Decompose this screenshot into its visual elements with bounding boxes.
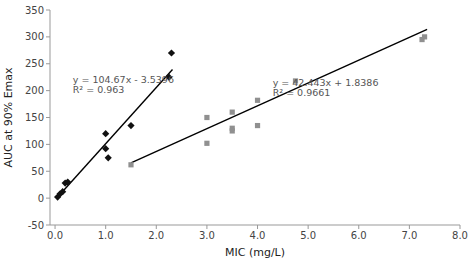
square-point (204, 115, 209, 120)
x-tick-label: 3.0 (199, 230, 215, 241)
y-tick (46, 144, 50, 145)
y-tick-label: 100 (25, 139, 44, 150)
y-tick (46, 117, 50, 118)
y-axis-label: AUC at 90% Emax (2, 67, 15, 168)
square-point (204, 141, 209, 146)
x-tick (308, 225, 309, 229)
x-axis-label: MIC (mg/L) (225, 246, 285, 259)
square-point (230, 110, 235, 115)
y-tick (46, 225, 50, 226)
y-tick (46, 10, 50, 11)
regression-line (131, 29, 427, 162)
x-tick-label: 6.0 (351, 230, 367, 241)
square-point (255, 98, 260, 103)
y-tick (46, 63, 50, 64)
x-tick (460, 225, 461, 229)
diamond-point (59, 188, 66, 195)
diamond-point (64, 178, 71, 185)
x-tick (55, 225, 56, 229)
x-tick-label: 1.0 (98, 230, 114, 241)
y-tick-label: 350 (25, 5, 44, 16)
x-tick (156, 225, 157, 229)
x-tick (358, 225, 359, 229)
x-axis-line (50, 225, 460, 226)
x-tick (257, 225, 258, 229)
y-tick (46, 36, 50, 37)
y-tick-label: -50 (28, 220, 44, 231)
axes: 0.0 1.0 2.0 3.0 4.0 5.0 6.0 7.0 8.0 -50 0 50 100 150 2… (25, 5, 468, 242)
diamond-point (102, 145, 109, 152)
annotations: y = 104.67x - 3.5396R² = 0.963y = 42.443… (73, 74, 379, 97)
x-tick-label: 2.0 (148, 230, 164, 241)
diamond-point (168, 49, 175, 56)
chart: 0.0 1.0 2.0 3.0 4.0 5.0 6.0 7.0 8.0 -50 0 50 100 150 2… (0, 0, 474, 261)
y-tick-label: 200 (25, 85, 44, 96)
square-point (422, 34, 427, 39)
y-tick-label: 50 (31, 166, 44, 177)
y-tick-label: 150 (25, 112, 44, 123)
diamond-point (102, 130, 109, 137)
x-tick-label: 7.0 (401, 230, 417, 241)
x-tick-label: 4.0 (250, 230, 266, 241)
y-tick (46, 198, 50, 199)
diamond-point (105, 154, 112, 161)
x-tick (206, 225, 207, 229)
x-tick (409, 225, 410, 229)
y-tick (46, 171, 50, 172)
y-tick (46, 90, 50, 91)
square-point (128, 162, 133, 167)
square-point (255, 123, 260, 128)
diamond-point (127, 122, 134, 129)
x-tick-label: 5.0 (300, 230, 316, 241)
annotation: R² = 0.9661 (273, 87, 331, 98)
y-tick-label: 0 (38, 193, 44, 204)
x-tick (105, 225, 106, 229)
x-tick-label: 0.0 (47, 230, 63, 241)
y-tick-label: 250 (25, 58, 44, 69)
plot-area (54, 29, 427, 200)
annotation: R² = 0.963 (73, 84, 125, 95)
y-tick-label: 300 (25, 31, 44, 42)
square-point (230, 128, 235, 133)
x-tick-label: 8.0 (452, 230, 468, 241)
regression-line (57, 70, 173, 199)
